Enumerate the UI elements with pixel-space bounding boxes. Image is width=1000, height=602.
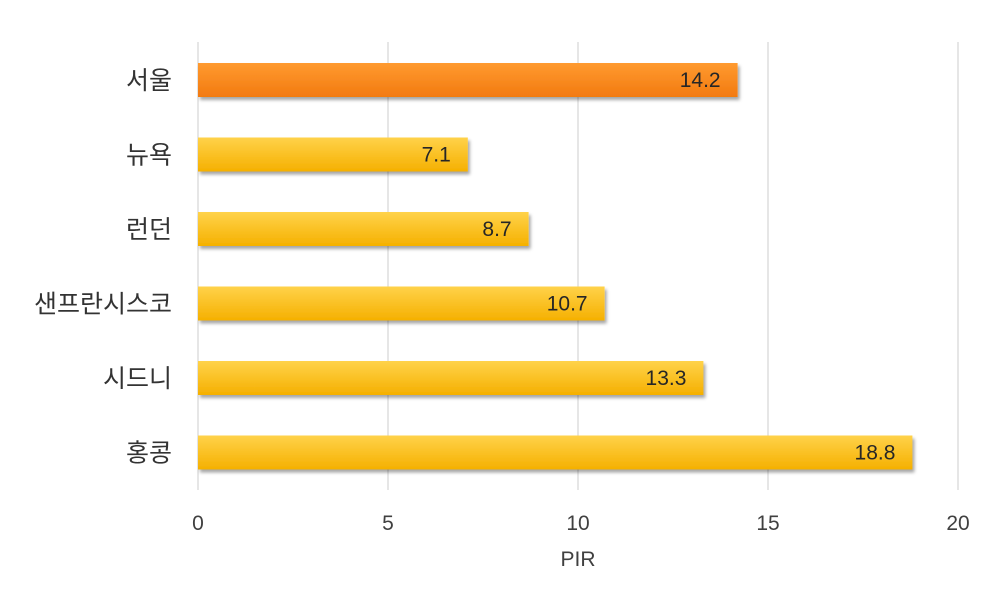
bar-2 (198, 212, 529, 246)
data-label: 7.1 (422, 144, 451, 167)
x-axis-tick-labels: 0 5 10 15 20 (192, 512, 970, 535)
bar-3 (198, 286, 605, 321)
bars: 14.2 7.1 8.7 10.7 13.3 18.8 (198, 63, 913, 470)
bar-0 (198, 63, 738, 97)
x-tick-label: 0 (192, 512, 204, 535)
x-axis-title: PIR (560, 548, 595, 571)
x-tick-label: 20 (946, 512, 969, 535)
bar-1 (198, 137, 468, 172)
category-label: 홍콩 (126, 439, 172, 468)
category-label: 뉴욕 (126, 141, 172, 170)
category-label: 시드니 (103, 364, 172, 393)
x-tick-label: 5 (382, 512, 394, 535)
gridlines (197, 42, 959, 490)
bar-5 (198, 435, 913, 470)
category-label: 런던 (126, 215, 172, 244)
data-label: 8.7 (482, 218, 511, 241)
data-label: 13.3 (646, 367, 687, 390)
data-label: 10.7 (547, 293, 588, 316)
category-label: 샌프란시스코 (34, 290, 172, 319)
data-label: 14.2 (680, 69, 721, 92)
bar-4 (198, 361, 704, 395)
category-label: 서울 (126, 66, 172, 95)
x-tick-label: 10 (566, 512, 589, 535)
x-tick-label: 15 (756, 512, 779, 535)
data-label: 18.8 (855, 442, 896, 465)
